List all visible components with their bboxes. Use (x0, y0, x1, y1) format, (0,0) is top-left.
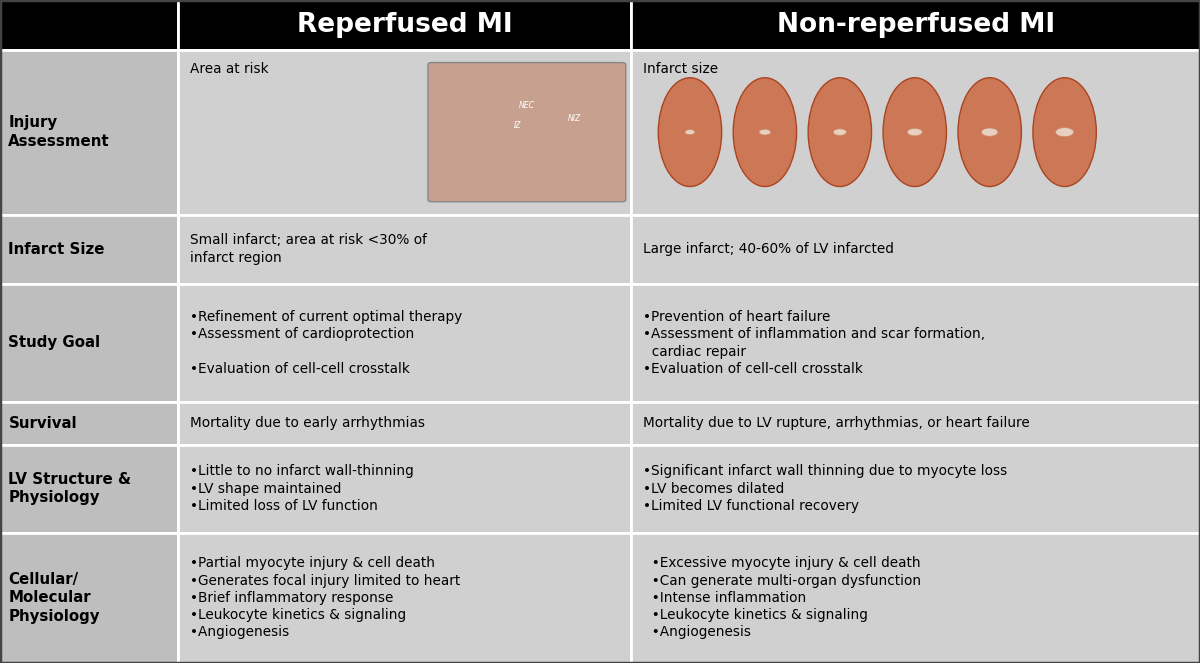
Text: Mortality due to LV rupture, arrhythmias, or heart failure: Mortality due to LV rupture, arrhythmias… (643, 416, 1030, 430)
Bar (178, 0, 631, 50)
Bar (178, 284, 631, 402)
Ellipse shape (685, 130, 695, 135)
Bar (631, 284, 1200, 402)
Ellipse shape (883, 78, 947, 186)
Text: •Significant infarct wall thinning due to myocyte loss
•LV becomes dilated
•Limi: •Significant infarct wall thinning due t… (643, 464, 1008, 513)
Ellipse shape (808, 78, 871, 186)
Bar (178, 50, 631, 215)
FancyBboxPatch shape (428, 62, 625, 202)
Bar (631, 0, 1200, 50)
Bar (631, 532, 1200, 663)
Text: Study Goal: Study Goal (8, 335, 101, 351)
Text: Infarct Size: Infarct Size (8, 241, 104, 257)
Ellipse shape (982, 128, 998, 137)
Text: •Partial myocyte injury & cell death
•Generates focal injury limited to heart
•B: •Partial myocyte injury & cell death •Ge… (190, 556, 460, 639)
Text: Small infarct; area at risk <30% of
infarct region: Small infarct; area at risk <30% of infa… (190, 233, 426, 265)
Ellipse shape (733, 78, 797, 186)
Bar (178, 402, 631, 444)
Bar (0, 284, 178, 402)
Text: Injury
Assessment: Injury Assessment (8, 115, 110, 149)
Text: IZ: IZ (514, 121, 521, 130)
Ellipse shape (659, 78, 721, 186)
Bar (631, 402, 1200, 444)
Bar (0, 402, 178, 444)
Text: Infarct size: Infarct size (643, 62, 719, 76)
Text: Mortality due to early arrhythmias: Mortality due to early arrhythmias (190, 416, 425, 430)
Bar (0, 532, 178, 663)
Text: LV Structure &
Physiology: LV Structure & Physiology (8, 472, 132, 505)
Text: •Little to no infarct wall-thinning
•LV shape maintained
•Limited loss of LV fun: •Little to no infarct wall-thinning •LV … (190, 464, 413, 513)
Bar (0, 215, 178, 284)
Bar (178, 215, 631, 284)
Bar (178, 444, 631, 532)
Text: Survival: Survival (8, 416, 77, 431)
Ellipse shape (833, 129, 846, 135)
Ellipse shape (907, 129, 923, 136)
Ellipse shape (1056, 127, 1074, 137)
Bar (178, 532, 631, 663)
Text: Large infarct; 40-60% of LV infarcted: Large infarct; 40-60% of LV infarcted (643, 242, 894, 256)
Bar (0, 0, 178, 50)
Text: Reperfused MI: Reperfused MI (296, 12, 512, 38)
Bar (631, 444, 1200, 532)
Bar (0, 50, 178, 215)
Ellipse shape (958, 78, 1021, 186)
Ellipse shape (1033, 78, 1097, 186)
Text: Area at risk: Area at risk (190, 62, 269, 76)
Text: NIZ: NIZ (568, 114, 581, 123)
Text: •Refinement of current optimal therapy
•Assessment of cardioprotection

•Evaluat: •Refinement of current optimal therapy •… (190, 310, 462, 376)
Bar (631, 215, 1200, 284)
Text: •Prevention of heart failure
•Assessment of inflammation and scar formation,
  c: •Prevention of heart failure •Assessment… (643, 310, 985, 376)
Text: Cellular/
Molecular
Physiology: Cellular/ Molecular Physiology (8, 572, 100, 624)
Text: •Excessive myocyte injury & cell death
  •Can generate multi-organ dysfunction
 : •Excessive myocyte injury & cell death •… (643, 556, 922, 639)
Bar (0, 444, 178, 532)
Ellipse shape (760, 129, 770, 135)
Text: Non-reperfused MI: Non-reperfused MI (776, 12, 1055, 38)
Bar (631, 50, 1200, 215)
Text: NEC: NEC (518, 101, 535, 109)
